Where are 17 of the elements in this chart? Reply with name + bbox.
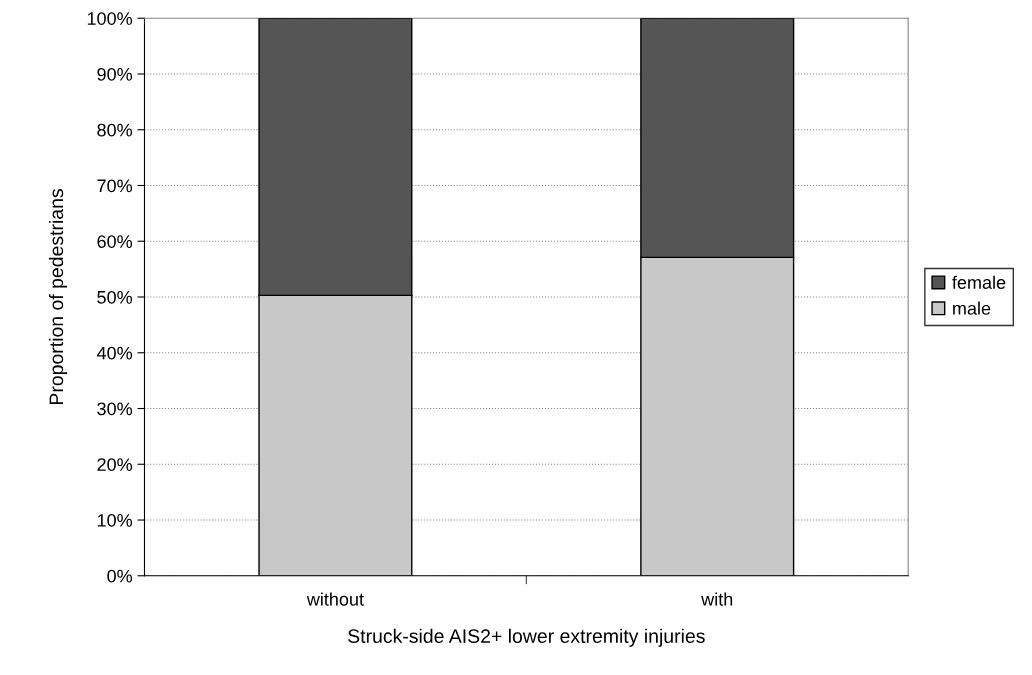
y-tick-label: 70%: [97, 179, 133, 193]
y-tick-label: 80%: [97, 123, 133, 137]
legend-label: male: [953, 301, 991, 315]
y-tick-label: 10%: [97, 513, 133, 527]
y-tick-label: 30%: [97, 402, 133, 416]
x-tick-label: without: [306, 592, 364, 606]
x-tick-label: with: [701, 592, 733, 606]
y-tick-label: 0%: [107, 569, 133, 583]
y-tick-label: 20%: [97, 458, 133, 471]
y-tick-label: 60%: [97, 235, 133, 248]
y-axis-title: Proportion of pedestrians: [48, 189, 68, 405]
y-tick-label: 100%: [87, 12, 133, 25]
y-tick-label: 40%: [96, 346, 133, 360]
x-axis-title: Struck-side AIS2+ lower extremity injuries: [348, 628, 705, 647]
y-tick-label: 50%: [97, 290, 133, 304]
legend-label: female: [952, 275, 1006, 289]
y-tick-label: 90%: [97, 67, 133, 81]
